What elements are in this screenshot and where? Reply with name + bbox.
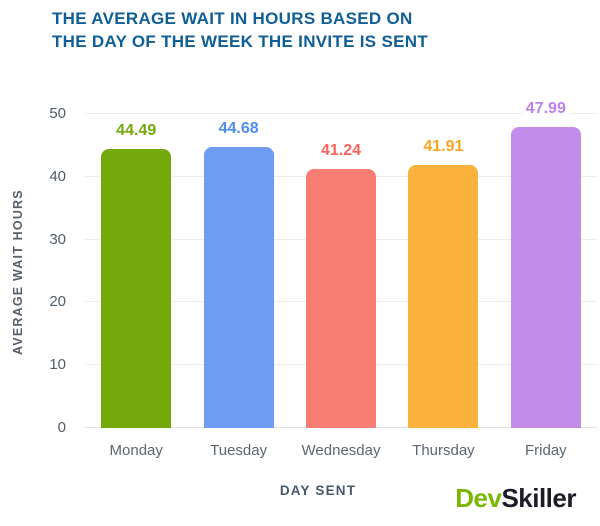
bar-slot-friday: 47.99 Friday xyxy=(495,90,597,459)
x-tick-label-thursday: Thursday xyxy=(412,442,475,459)
bar-value-thursday: 41.91 xyxy=(419,137,468,156)
bar-slot-tuesday: 44.68 Tuesday xyxy=(187,90,289,459)
devskiller-logo: DevSkiller xyxy=(455,483,576,514)
bar-monday xyxy=(101,148,172,428)
bar-value-friday: 47.99 xyxy=(521,99,570,118)
bar-slot-monday: 44.49 Monday xyxy=(85,90,187,459)
x-tick-label-wednesday: Wednesday xyxy=(301,442,381,459)
y-tick-label-50: 50 xyxy=(49,105,66,122)
y-tick-label-10: 10 xyxy=(49,356,66,374)
bar-tuesday xyxy=(203,147,274,428)
x-tick-label-tuesday: Tuesday xyxy=(210,442,268,459)
x-tick-label-monday: Monday xyxy=(109,442,163,459)
bar-thursday xyxy=(408,164,479,428)
gridline-y-50 xyxy=(85,113,597,114)
x-axis-title: DAY SENT xyxy=(279,483,357,498)
bar-wednesday xyxy=(306,169,377,428)
chart-title: THE AVERAGE WAIT IN HOURS BASED ON THE D… xyxy=(52,7,428,53)
bar-value-wednesday: 41.24 xyxy=(316,142,366,161)
y-tick-label-40: 40 xyxy=(49,167,66,185)
y-axis-title: AVERAGE WAIT HOURS xyxy=(11,189,25,355)
y-tick-label-20: 20 xyxy=(49,293,66,311)
bar-friday xyxy=(510,126,581,428)
logo-skiller: Skiller xyxy=(501,483,576,513)
bar-slot-wednesday: 41.24 Wednesday xyxy=(290,90,392,459)
plot-area: 0 10 20 30 40 50 44.49 Monday 44.68 Tuesday 41.24 W… xyxy=(49,90,597,459)
chart-title-line1: THE AVERAGE WAIT IN HOURS BASED ON xyxy=(52,9,413,28)
bar-value-monday: 44.49 xyxy=(112,121,161,140)
y-tick-label-30: 30 xyxy=(49,230,66,248)
bar-slot-thursday: 41.91 Thursday xyxy=(392,90,494,459)
bars-row: 44.49 Monday 44.68 Tuesday 41.24 Wednesday 41.… xyxy=(85,90,597,459)
chart-title-line2: THE DAY OF THE WEEK THE INVITE IS SENT xyxy=(52,32,429,51)
logo-dev: Dev xyxy=(455,483,502,513)
bar-value-tuesday: 44.68 xyxy=(214,120,263,139)
y-tick-label-0: 0 xyxy=(57,419,66,436)
x-tick-label-friday: Friday xyxy=(524,442,567,459)
